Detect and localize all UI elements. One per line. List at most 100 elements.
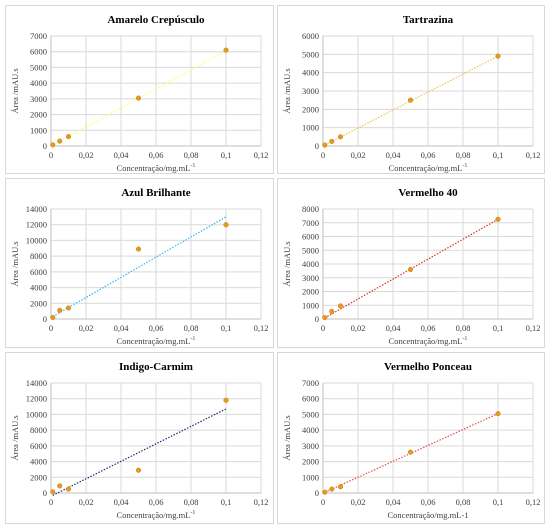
x-axis-label-text: Concentração/mg.mL <box>117 163 191 173</box>
data-point <box>495 411 501 417</box>
data-point <box>337 303 344 309</box>
x-tick-label: 0,04 <box>114 150 130 160</box>
x-tick-label: 0,1 <box>493 150 504 160</box>
data-point <box>407 449 414 455</box>
x-axis-label-superscript: -1 <box>190 336 195 342</box>
y-axis-label: Área /mAU.s <box>282 415 292 460</box>
y-tick-label: 6000 <box>30 47 47 57</box>
data-point <box>65 305 72 311</box>
y-tick-label: 10000 <box>26 409 47 419</box>
y-tick-label: 5000 <box>30 62 47 72</box>
data-point <box>407 266 414 273</box>
chart-panel-vermelho-40: Vermelho 40 0 1000 2000 3000 4000 5000 6000 7000… <box>277 178 545 348</box>
x-axis-label-text: Concentração/mg.mL <box>389 336 463 346</box>
y-tick-label: 4000 <box>30 457 47 467</box>
chart-panel-vermelho-ponceau: Vermelho Ponceau 0 1000 2000 3000 4000 5000 600… <box>277 352 545 524</box>
x-tick-label: 0,02 <box>351 150 366 160</box>
x-axis-label-text: Concentração/mg.mL <box>117 336 191 346</box>
x-tick-label: 0,02 <box>79 323 94 333</box>
y-tick-label: 6000 <box>30 267 47 277</box>
chart-panel-indigo-carmim: Indigo-Carmim 0 2000 4000 6000 8000 10000 12000… <box>5 352 274 524</box>
chart-svg: Vermelho Ponceau 0 1000 2000 3000 4000 5000 600… <box>282 361 540 520</box>
x-tick-label: 0,06 <box>421 323 436 333</box>
y-tick-label: 12000 <box>26 220 47 230</box>
x-tick-label: 0,1 <box>221 497 232 507</box>
x-tick-label: 0 <box>49 150 53 160</box>
x-axis-label: Concentração/mg.mL-1 <box>117 336 196 346</box>
x-tick-label: 0,02 <box>351 497 366 507</box>
x-tick-label: 0,04 <box>114 323 130 333</box>
x-axis-label-superscript: -1 <box>190 510 195 516</box>
y-tick-label: 0 <box>43 314 47 324</box>
y-tick-label: 8000 <box>30 251 47 261</box>
x-tick-label: 0,12 <box>254 150 269 160</box>
chart-title: Tartrazina <box>403 14 454 26</box>
chart-svg: Azul Brilhante 0 2000 4000 6000 8000 10000 1200… <box>10 187 268 346</box>
y-tick-label: 0 <box>315 314 319 324</box>
y-axis-label: Área /mAU.s <box>282 241 292 286</box>
data-point <box>495 53 501 59</box>
data-point <box>50 489 56 495</box>
x-axis-label: Concentração/mg.mL-1 <box>117 510 196 520</box>
data-point <box>135 246 142 252</box>
data-point <box>322 142 328 148</box>
y-tick-label: 4000 <box>30 78 47 88</box>
x-axis-label-text: Concentração/mg.mL-1 <box>388 510 469 520</box>
y-tick-label: 3000 <box>302 273 319 283</box>
data-point <box>57 138 63 144</box>
y-tick-label: 1000 <box>302 300 319 310</box>
y-tick-label: 6000 <box>302 394 319 404</box>
x-tick-label: 0,06 <box>421 497 436 507</box>
y-tick-label: 0 <box>315 141 319 151</box>
y-tick-label: 4000 <box>302 68 319 78</box>
y-tick-label: 0 <box>43 141 47 151</box>
chart-title: Azul Brilhante <box>121 187 190 199</box>
y-tick-label: 4000 <box>302 259 319 269</box>
data-point <box>57 307 63 313</box>
x-tick-label: 0 <box>321 497 325 507</box>
x-tick-label: 0,1 <box>221 150 232 160</box>
y-tick-label: 1000 <box>30 125 47 135</box>
y-tick-label: 0 <box>315 488 319 498</box>
y-axis-label: Área /mAU.s <box>10 241 20 286</box>
x-tick-label: 0,04 <box>114 497 130 507</box>
y-tick-label: 2000 <box>302 104 319 114</box>
x-tick-label: 0,04 <box>386 323 402 333</box>
y-tick-label: 6000 <box>30 441 47 451</box>
x-tick-label: 0,06 <box>149 323 164 333</box>
y-tick-label: 4000 <box>30 283 47 293</box>
x-tick-label: 0,08 <box>456 323 471 333</box>
y-tick-label: 5000 <box>302 49 319 59</box>
y-tick-label: 14000 <box>26 204 47 214</box>
data-point <box>322 315 328 321</box>
y-tick-label: 2000 <box>302 287 319 297</box>
data-point <box>322 489 328 495</box>
y-tick-label: 8000 <box>302 204 319 214</box>
data-point <box>495 216 501 222</box>
x-tick-label: 0 <box>321 150 325 160</box>
x-tick-label: 0,04 <box>386 497 402 507</box>
chart-svg: Tartrazina 0 1000 2000 3000 4000 5000 6000 0 0,02… <box>282 14 541 173</box>
y-tick-label: 2000 <box>30 472 47 482</box>
x-tick-label: 0,08 <box>184 323 199 333</box>
y-tick-label: 7000 <box>30 31 47 41</box>
data-point <box>407 97 414 103</box>
y-tick-label: 8000 <box>30 425 47 435</box>
y-tick-label: 1000 <box>302 472 319 482</box>
x-axis-label-superscript: -1 <box>462 163 467 169</box>
x-tick-label: 0,08 <box>456 497 471 507</box>
data-point <box>329 486 335 492</box>
x-axis-label-text: Concentração/mg.mL <box>389 163 463 173</box>
y-tick-label: 3000 <box>302 86 319 96</box>
data-point <box>337 484 344 490</box>
x-tick-label: 0,1 <box>493 497 504 507</box>
y-axis-label: Área /mAU.s <box>282 68 292 113</box>
chart-title: Amarelo Crepúsculo <box>107 14 205 26</box>
y-tick-label: 4000 <box>302 425 319 435</box>
x-tick-label: 0 <box>49 497 53 507</box>
x-tick-label: 0,12 <box>526 150 541 160</box>
data-point <box>135 95 142 101</box>
data-point <box>50 142 56 148</box>
x-axis-label: Concentração/mg.mL-1 <box>389 163 468 173</box>
data-point <box>57 483 63 489</box>
